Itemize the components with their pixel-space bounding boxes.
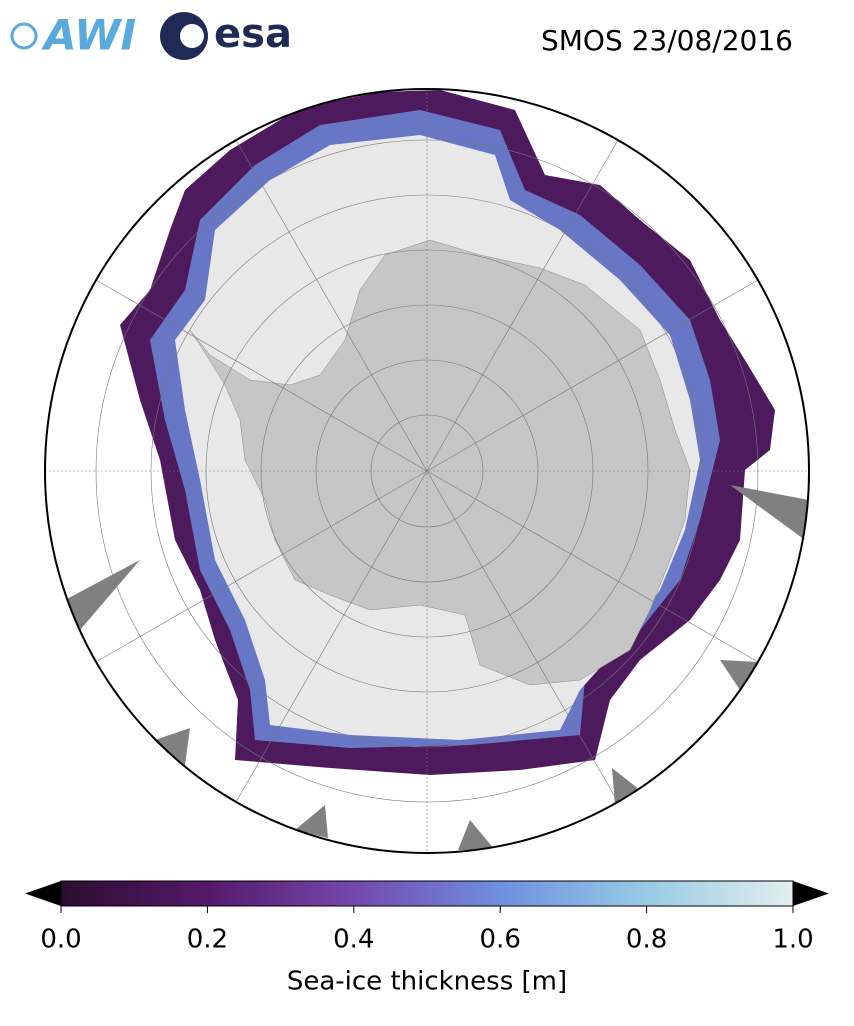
title: SMOS 23/08/2016 bbox=[541, 24, 793, 57]
esa-logo-text: esa bbox=[214, 11, 292, 57]
antarctica bbox=[189, 239, 691, 686]
esa-logo: esa bbox=[160, 11, 292, 60]
colorbar-tick-label: 1.0 bbox=[772, 925, 813, 955]
colorbar-tick-label: 0.2 bbox=[187, 925, 228, 955]
colorbar-tick-label: 0.6 bbox=[480, 925, 521, 955]
awi-logo-text: AWI bbox=[41, 11, 136, 60]
map-frame bbox=[44, 88, 810, 854]
colorbar-extend-low bbox=[25, 881, 61, 906]
colorbar-tick-label: 0.0 bbox=[40, 925, 81, 955]
colorbar bbox=[25, 880, 829, 913]
no-data-wedges bbox=[65, 485, 809, 850]
graticule bbox=[45, 89, 809, 853]
colorbar-extend-high bbox=[793, 881, 829, 906]
colorbar-bar bbox=[60, 880, 794, 907]
colorbar-label: Sea-ice thickness [m] bbox=[287, 967, 567, 997]
colorbar-tick-label: 0.4 bbox=[333, 925, 374, 955]
map bbox=[45, 89, 809, 853]
awi-logo: AWI bbox=[10, 11, 136, 60]
colorbar-tick-label: 0.8 bbox=[626, 925, 667, 955]
